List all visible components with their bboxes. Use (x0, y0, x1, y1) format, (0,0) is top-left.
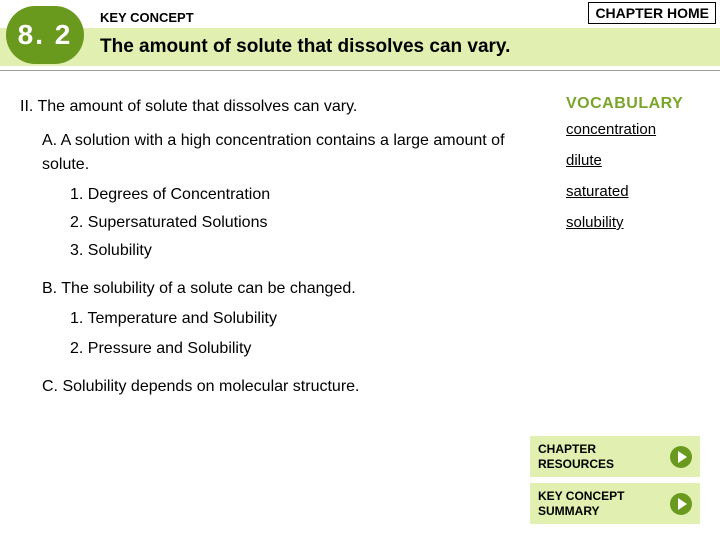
section-badge: 8. 2 (6, 6, 84, 64)
vocab-link-solubility[interactable]: solubility (566, 214, 698, 231)
key-concept-label: KEY CONCEPT (100, 10, 194, 25)
outline-item: 2. Supersaturated Solutions (70, 211, 520, 235)
outline-level-b: B. The solubility of a solute can be cha… (42, 277, 520, 301)
chapter-home-label: CHAPTER HOME (595, 5, 709, 21)
chapter-resources-button[interactable]: CHAPTER RESOURCES (530, 436, 700, 477)
vocab-link-concentration[interactable]: concentration (566, 121, 698, 138)
page-title: The amount of solute that dissolves can … (100, 36, 510, 58)
divider (0, 70, 720, 71)
key-concept-summary-label: KEY CONCEPT SUMMARY (538, 489, 624, 518)
header: 8. 2 CHAPTER HOME KEY CONCEPT The amount… (0, 0, 720, 70)
outline-content: II. The amount of solute that dissolves … (20, 95, 520, 399)
vocab-link-dilute[interactable]: dilute (566, 152, 698, 169)
title-bar: The amount of solute that dissolves can … (0, 28, 720, 66)
play-icon (670, 446, 692, 468)
vocabulary-title: VOCABULARY (566, 95, 698, 113)
key-concept-summary-button[interactable]: KEY CONCEPT SUMMARY (530, 483, 700, 524)
chapter-resources-label: CHAPTER RESOURCES (538, 442, 614, 471)
vocabulary-panel: VOCABULARY concentration dilute saturate… (566, 95, 698, 245)
outline-level-a: A. A solution with a high concentration … (42, 129, 520, 177)
outline-item: 1. Temperature and Solubility (70, 307, 520, 331)
outline-item: 1. Degrees of Concentration (70, 183, 520, 207)
footer-buttons: CHAPTER RESOURCES KEY CONCEPT SUMMARY (530, 436, 700, 524)
chapter-home-button[interactable]: CHAPTER HOME (588, 2, 716, 24)
outline-level-ii: II. The amount of solute that dissolves … (20, 95, 520, 119)
vocab-link-saturated[interactable]: saturated (566, 183, 698, 200)
outline-level-c: C. Solubility depends on molecular struc… (42, 375, 520, 399)
play-icon (670, 493, 692, 515)
outline-item: 2. Pressure and Solubility (70, 337, 520, 361)
section-number: 8. 2 (18, 19, 73, 51)
outline-item: 3. Solubility (70, 239, 520, 263)
